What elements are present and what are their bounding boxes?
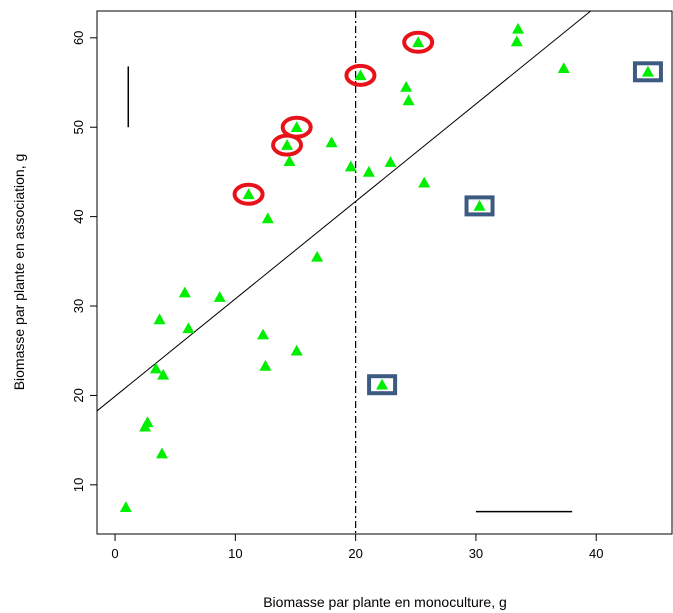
data-point <box>325 136 338 148</box>
data-point <box>157 368 170 380</box>
reference-segments <box>127 66 573 513</box>
y-tick-label: 20 <box>71 388 86 402</box>
data-point <box>344 160 357 172</box>
y-tick-label: 40 <box>71 209 86 223</box>
data-point <box>261 212 274 224</box>
highlight-box <box>367 374 398 396</box>
data-point <box>213 291 226 302</box>
highlight-circle <box>280 115 313 139</box>
regression-line <box>96 10 592 412</box>
data-point <box>257 328 270 340</box>
x-axis-title: Biomasse par plante en monoculture, g <box>263 594 507 610</box>
highlight-circles <box>232 30 435 206</box>
data-point <box>290 344 303 356</box>
y-tick-label: 10 <box>71 478 86 492</box>
highlight-circle <box>344 63 377 87</box>
y-axis: 10 20 30 40 50 60 <box>71 31 97 492</box>
data-point <box>182 322 195 334</box>
x-tick-label: 0 <box>111 546 118 561</box>
data-point <box>354 69 367 81</box>
data-point <box>641 65 654 77</box>
data-point <box>141 416 154 428</box>
y-tick-label: 60 <box>71 31 86 45</box>
data-point <box>242 188 255 200</box>
data-point <box>311 250 324 262</box>
data-point <box>362 165 375 177</box>
x-tick-label: 40 <box>589 546 603 561</box>
regression-line-path <box>96 10 592 412</box>
highlight-circle <box>232 182 265 206</box>
data-point <box>418 176 431 188</box>
data-point <box>259 359 272 371</box>
data-point <box>155 447 168 459</box>
data-point <box>400 80 413 92</box>
highlight-boxes <box>367 61 663 396</box>
x-tick-label: 30 <box>469 546 483 561</box>
data-point <box>557 62 570 74</box>
x-tick-label: 20 <box>348 546 362 561</box>
y-axis-title: Biomasse par plante en association, g <box>11 154 27 391</box>
data-point <box>290 121 303 133</box>
data-point <box>512 22 525 34</box>
highlight-circle <box>402 30 435 54</box>
y-tick-label: 50 <box>71 120 86 134</box>
data-point <box>281 139 294 150</box>
plot-frame <box>96 10 673 535</box>
data-point <box>283 155 296 166</box>
data-point <box>402 94 415 106</box>
x-tick-label: 10 <box>228 546 242 561</box>
data-points <box>119 22 654 512</box>
data-point <box>384 156 397 167</box>
data-point <box>149 362 162 374</box>
highlight-box <box>464 195 495 217</box>
highlight-box <box>632 61 663 83</box>
y-tick-label: 30 <box>71 299 86 313</box>
data-point <box>376 378 389 390</box>
data-point <box>119 501 132 512</box>
data-point <box>412 36 425 48</box>
data-point <box>473 199 486 211</box>
x-axis: 0 10 20 30 40 <box>111 534 603 561</box>
data-point <box>153 313 166 325</box>
data-point <box>178 286 191 298</box>
data-point <box>510 35 523 47</box>
